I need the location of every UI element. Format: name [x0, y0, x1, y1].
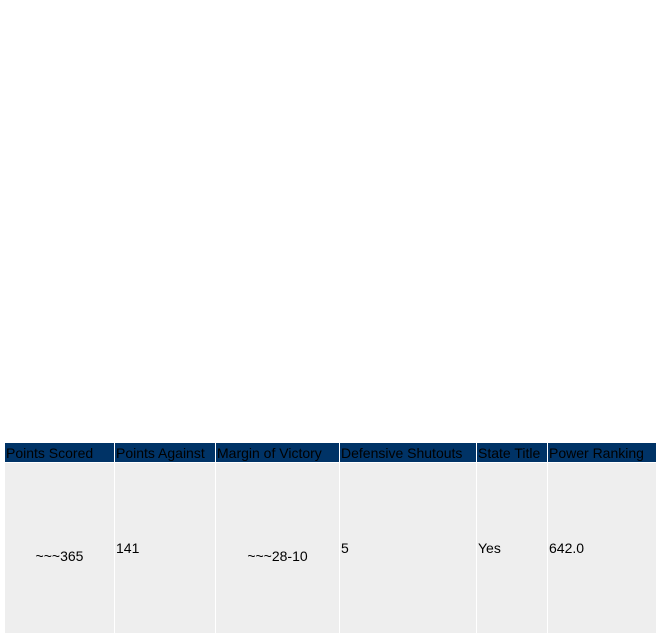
cell: Yes [477, 463, 547, 633]
header-row: Points Scored Points Against Margin of V… [5, 443, 656, 462]
header-cell: Margin of Victory [216, 443, 339, 462]
header-cell: Points Against [115, 443, 215, 462]
cell: 5 [340, 463, 476, 633]
cell: ~~~28-10 [216, 463, 339, 633]
header-cell: Points Scored [5, 443, 114, 462]
stats-table: Points Scored Points Against Margin of V… [4, 442, 657, 634]
cell: ~~~365 [5, 463, 114, 633]
header-cell: Defensive Shutouts [340, 443, 476, 462]
header-cell: Power Ranking [548, 443, 656, 462]
cell: 141 [115, 463, 215, 633]
header-cell: State Title [477, 443, 547, 462]
cell: 642.0 [548, 463, 656, 633]
data-row: ~~~365 141 ~~~28-10 5 Yes 642.0 [5, 463, 656, 633]
